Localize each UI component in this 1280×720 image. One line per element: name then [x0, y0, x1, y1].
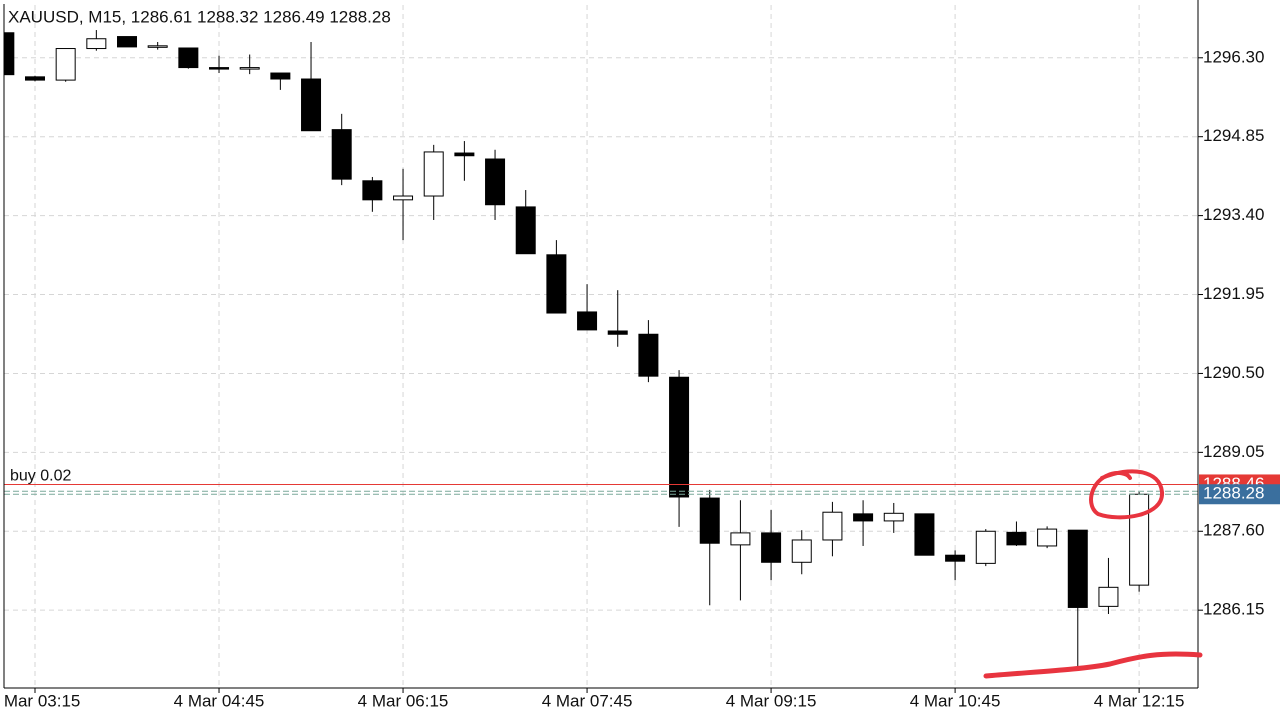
candle-body — [546, 254, 567, 314]
candle-body — [638, 333, 659, 377]
candle-body — [975, 530, 996, 564]
candle-body — [454, 152, 475, 157]
candle-body — [423, 151, 444, 197]
x-tick-label: 4 Mar 12:15 — [1094, 691, 1185, 710]
x-tick-label: 4 Mar 06:15 — [358, 691, 449, 710]
candle-body — [883, 512, 904, 522]
y-tick-label: 1286.15 — [1203, 600, 1264, 619]
candle-body — [301, 78, 322, 132]
candle-body — [669, 376, 690, 498]
candle-body — [485, 158, 506, 206]
axes: 1296.30 1294.85 1293.40 1291.95 1290.50 1289.… — [0, 47, 1264, 710]
candle-body — [699, 497, 720, 544]
candle-body — [1006, 531, 1027, 546]
candles — [4, 30, 1150, 669]
x-tick-label: 4 Mar 03:15 — [0, 691, 80, 710]
candle-body — [1067, 529, 1088, 608]
y-tick-label: 1294.85 — [1203, 126, 1264, 145]
y-tick-label: 1290.50 — [1203, 363, 1264, 382]
candle-body — [331, 129, 352, 180]
annotation-line — [983, 651, 1203, 679]
candle-body — [239, 67, 260, 70]
candle-body — [117, 36, 138, 48]
candle-body — [1098, 586, 1119, 607]
candle-body — [853, 513, 874, 522]
candle-body — [761, 532, 782, 563]
candle-body — [1037, 528, 1058, 547]
y-tick-label: 1287.60 — [1203, 521, 1264, 540]
candle-body — [945, 554, 966, 562]
candle-body — [730, 532, 751, 546]
candle-body — [1129, 493, 1150, 586]
y-tick-label: 1291.95 — [1203, 284, 1264, 303]
candle-body — [25, 76, 45, 81]
candle-body — [515, 206, 536, 255]
y-tick-label: 1296.30 — [1203, 47, 1264, 66]
x-tick-label: 4 Mar 04:45 — [174, 691, 265, 710]
x-tick-label: 4 Mar 09:15 — [726, 691, 817, 710]
candle-body — [55, 48, 76, 81]
x-tick-label: 4 Mar 07:45 — [542, 691, 633, 710]
candle-body — [147, 45, 168, 48]
candle-body — [822, 511, 843, 541]
candle-body — [607, 330, 628, 335]
candle-body — [270, 72, 291, 80]
chart-title: XAUUSD, M15, 1286.61 1288.32 1286.49 128… — [8, 7, 391, 26]
candle-body — [362, 180, 383, 201]
candle-body — [393, 195, 414, 201]
candle-body — [86, 38, 107, 50]
candle-body — [791, 539, 812, 563]
y-tick-label: 1293.40 — [1203, 205, 1264, 224]
x-tick-label: 4 Mar 10:45 — [910, 691, 1001, 710]
bid-price-label: 1288.28 — [1203, 484, 1264, 503]
annotation-circle — [1089, 469, 1164, 520]
order-label: buy 0.02 — [10, 467, 71, 484]
bid-price-box — [1199, 484, 1280, 505]
candle-body — [178, 47, 199, 69]
candle-body — [914, 513, 935, 556]
candle-body — [209, 67, 230, 70]
candle-body — [577, 311, 598, 331]
y-tick-label: 1289.05 — [1203, 442, 1264, 461]
